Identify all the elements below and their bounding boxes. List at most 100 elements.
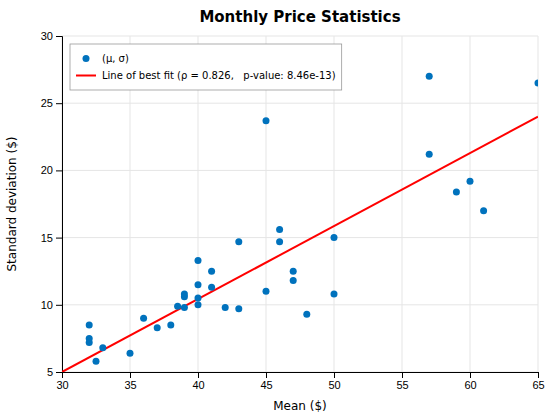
- y-tick-label: 30: [41, 30, 53, 42]
- y-grid-line: [62, 103, 538, 104]
- y-tick-mark: [56, 36, 62, 37]
- x-tick-label: 30: [56, 379, 68, 391]
- x-tick: 40: [192, 372, 204, 391]
- x-tick: 35: [124, 372, 136, 391]
- x-tick-label: 45: [260, 379, 272, 391]
- x-tick: 30: [56, 372, 68, 391]
- x-tick-mark: [470, 372, 471, 378]
- y-tick: 30: [41, 30, 62, 42]
- scatter-point: [127, 350, 134, 357]
- x-tick-label: 60: [464, 379, 476, 391]
- x-tick: 55: [396, 372, 408, 391]
- x-tick-label: 35: [124, 379, 136, 391]
- x-grid-line: [470, 36, 471, 372]
- y-axis-title: Standard deviation ($): [5, 137, 19, 272]
- legend-box: [70, 44, 342, 90]
- scatter-point: [86, 321, 93, 328]
- scatter-point: [86, 339, 93, 346]
- chart: 30 35 40 45 50 55 60 65 5 10 15 20 25 30 (μ, σ) Line of…: [0, 0, 560, 420]
- scatter-point: [235, 238, 242, 245]
- y-grid-line: [62, 237, 538, 238]
- scatter-point: [263, 117, 270, 124]
- scatter-point: [235, 305, 242, 312]
- y-tick: 10: [41, 299, 62, 311]
- scatter-point: [331, 291, 338, 298]
- scatter-point: [174, 303, 181, 310]
- x-tick: 65: [532, 372, 544, 391]
- scatter-point: [195, 295, 202, 302]
- title: Monthly Price Statistics: [199, 8, 400, 26]
- scatter-point: [453, 188, 460, 195]
- y-grid-line: [62, 36, 538, 37]
- y-tick-mark: [56, 372, 62, 373]
- legend-label: Line of best fit (ρ = 0.826, p-value: 8.…: [102, 70, 336, 81]
- y-tick-mark: [56, 238, 62, 239]
- scatter-point: [276, 238, 283, 245]
- x-axis-title: Mean ($): [273, 399, 327, 413]
- scatter-point: [331, 234, 338, 241]
- x-tick-mark: [402, 372, 403, 378]
- y-tick: 20: [41, 164, 62, 176]
- x-tick-mark: [266, 372, 267, 378]
- legend-item: (μ, σ): [83, 53, 129, 64]
- scatter-point: [181, 291, 188, 298]
- x-tick-label: 55: [396, 379, 408, 391]
- x-tick: 45: [260, 372, 272, 391]
- y-axis-line: [56, 37, 63, 373]
- y-tick-mark: [56, 305, 62, 306]
- scatter-point: [535, 80, 539, 87]
- scatter-point: [276, 226, 283, 233]
- legend-item: Line of best fit (ρ = 0.826, p-value: 8.…: [76, 70, 336, 81]
- scatter-point: [222, 304, 229, 311]
- fit-line: [62, 117, 538, 372]
- scatter-point: [208, 268, 215, 275]
- scatter-point: [167, 321, 174, 328]
- x-tick: 50: [328, 372, 340, 391]
- grid: [62, 36, 538, 372]
- y-tick: 5: [47, 366, 62, 378]
- y-tick-label: 15: [41, 232, 53, 244]
- x-grid-line: [402, 36, 403, 372]
- x-axis-line: [63, 373, 539, 379]
- scatter-point: [195, 281, 202, 288]
- scatter-point: [93, 358, 100, 365]
- legend-swatch: [83, 55, 90, 62]
- y-tick: 15: [41, 232, 62, 244]
- x-tick-label: 50: [328, 379, 340, 391]
- scatter-point: [99, 344, 106, 351]
- plot: 30 35 40 45 50 55 60 65 5 10 15 20 25 30 (μ, σ) Line of…: [41, 30, 545, 391]
- legend-swatch: [76, 75, 96, 77]
- marks: [62, 73, 538, 372]
- legend: (μ, σ) Line of best fit (ρ = 0.826, p-val…: [70, 44, 342, 90]
- scatter-point: [290, 268, 297, 275]
- y-axis: 5 10 15 20 25 30: [41, 30, 63, 378]
- x-tick-label: 40: [192, 379, 204, 391]
- scatter-point: [181, 304, 188, 311]
- scatter-point: [195, 257, 202, 264]
- y-tick: 25: [41, 97, 62, 109]
- scatter-point: [480, 207, 487, 214]
- scatter-point: [290, 277, 297, 284]
- x-axis: 30 35 40 45 50 55 60 65: [56, 372, 544, 391]
- scatter-point: [195, 301, 202, 308]
- x-tick-mark: [130, 372, 131, 378]
- x-tick: 60: [464, 372, 476, 391]
- y-grid-line: [62, 304, 538, 305]
- y-tick-label: 20: [41, 164, 53, 176]
- y-tick-label: 25: [41, 97, 53, 109]
- y-tick-label: 10: [41, 299, 53, 311]
- y-tick-label: 5: [47, 366, 53, 378]
- scatter-point: [467, 178, 474, 185]
- legend-label: (μ, σ): [102, 53, 129, 64]
- x-tick-mark: [334, 372, 335, 378]
- scatter-point: [154, 324, 161, 331]
- x-tick-label: 65: [532, 379, 544, 391]
- scatter-point: [426, 73, 433, 80]
- y-tick-mark: [56, 103, 62, 104]
- scatter-point: [208, 284, 215, 291]
- scatter-point: [303, 311, 310, 318]
- y-grid-line: [62, 170, 538, 171]
- x-tick-mark: [198, 372, 199, 378]
- scatter-point: [140, 315, 147, 322]
- x-tick-mark: [538, 372, 539, 378]
